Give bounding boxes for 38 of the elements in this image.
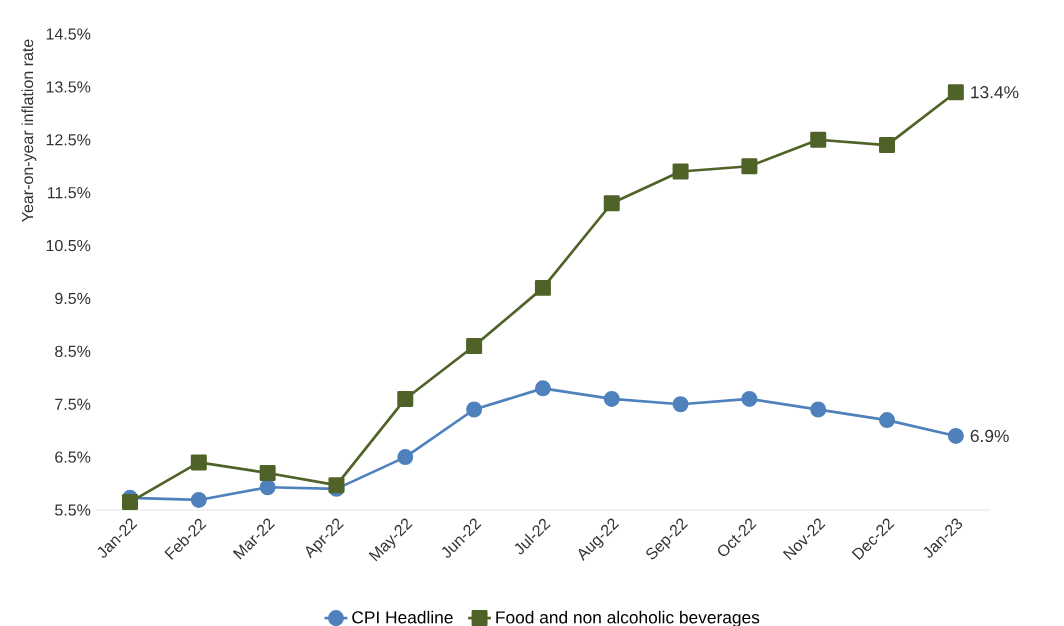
- point: [947, 84, 964, 101]
- point: [466, 401, 483, 418]
- y-tick-label: 9.5%: [55, 292, 91, 305]
- legend-label: Food and non alcoholic beverages: [496, 610, 760, 626]
- y-axis-title: Year-on-year inflation rate: [21, 39, 37, 222]
- y-tick-label: 14.5%: [46, 28, 91, 40]
- point: [672, 396, 689, 413]
- y-tick-label: 8.5%: [55, 345, 91, 357]
- point: [259, 479, 276, 496]
- point: [466, 338, 483, 355]
- y-tick-label: 11.5%: [47, 187, 91, 199]
- point: [879, 137, 896, 154]
- point: [534, 380, 551, 397]
- y-tick-label: 12.5%: [46, 134, 91, 146]
- point: [810, 131, 827, 148]
- data-label: 6.9%: [970, 429, 1009, 443]
- y-tick-label: 13.5%: [46, 81, 91, 93]
- y-tick-label: 5.5%: [55, 504, 91, 516]
- data-label: 13.4%: [971, 86, 1019, 99]
- point: [190, 454, 207, 471]
- point: [397, 390, 414, 407]
- point: [741, 390, 758, 407]
- point: [122, 494, 139, 511]
- y-tick-label: 10.5%: [46, 239, 91, 252]
- legend-label: CPI Headline: [352, 610, 453, 624]
- y-tick-label: 7.5%: [55, 398, 91, 410]
- point: [534, 279, 551, 296]
- point: [741, 158, 758, 175]
- y-tick-label: 6.5%: [55, 451, 91, 463]
- point: [879, 412, 896, 429]
- point: [259, 464, 276, 481]
- point: [810, 401, 827, 418]
- point: [947, 427, 964, 444]
- point: [190, 491, 207, 508]
- point: [397, 449, 414, 466]
- point: [603, 195, 620, 212]
- point: [603, 390, 620, 407]
- point: [672, 163, 689, 180]
